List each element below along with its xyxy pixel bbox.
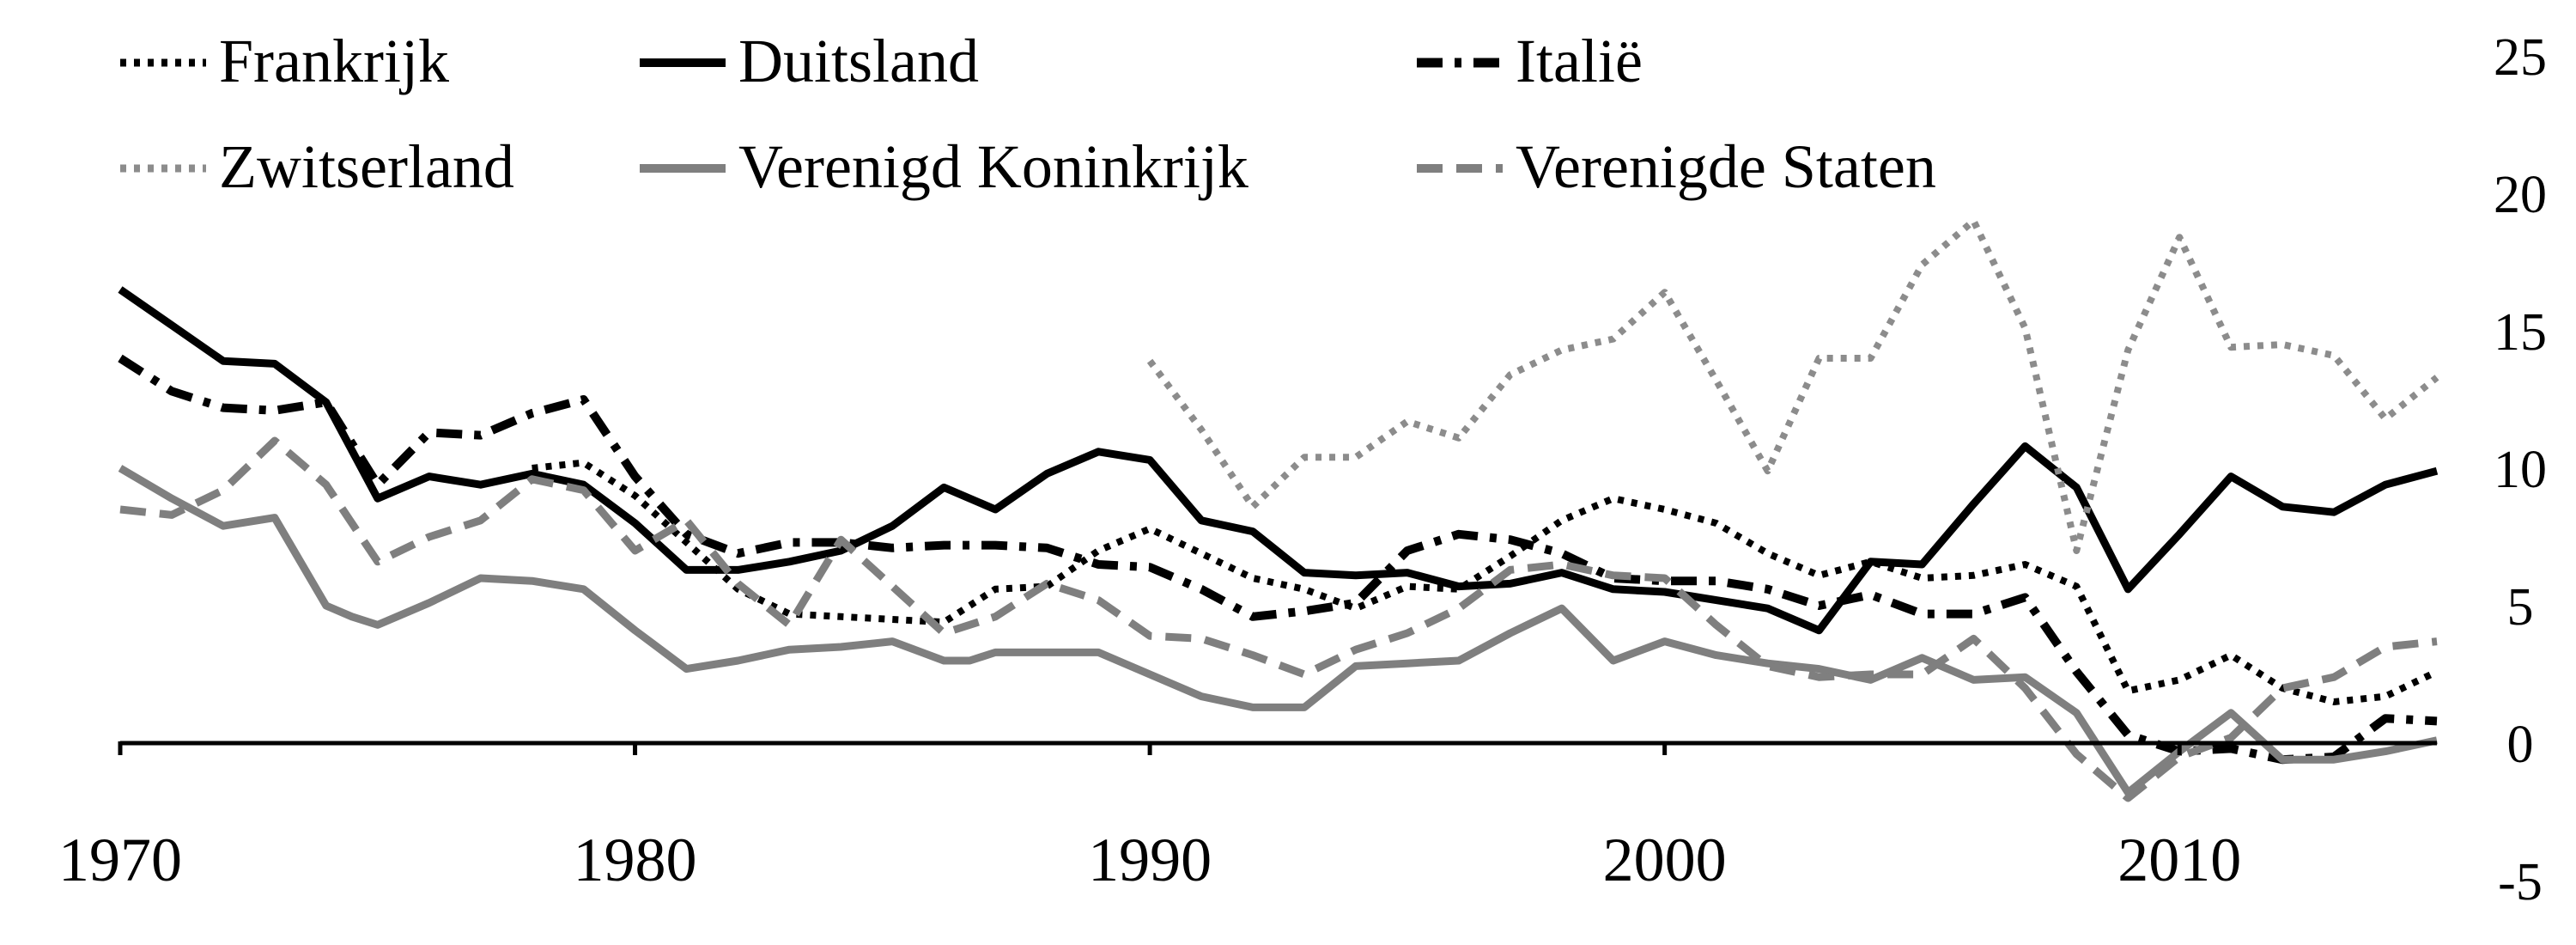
legend-item-verenigd-koninkrijk: Verenigd Koninkrijk (640, 132, 1249, 201)
series-line-verenigde-staten (119, 436, 2438, 802)
legend-item-italie: Italië (1417, 27, 1643, 95)
series-layer (118, 217, 2439, 802)
x-tick-label: 1990 (1088, 826, 1212, 894)
legend-label: Verenigde Staten (1516, 132, 1936, 201)
legend-label: Italië (1516, 27, 1643, 95)
series-line-frankrijk (532, 459, 2439, 705)
y-tick-label: 0 (2507, 716, 2534, 774)
y-tick-label: 20 (2494, 166, 2547, 224)
legend-label: Duitsland (738, 27, 979, 95)
series-line-zwitserland (1146, 217, 2439, 554)
x-tick-label: 1970 (58, 826, 182, 894)
legend-item-zwitserland: Zwitserland (120, 132, 514, 201)
legend: Frankrijk Duitsland Italië Zwitserland Veren… (120, 27, 1936, 201)
x-tick-label: 2000 (1603, 826, 1727, 894)
legend-label: Frankrijk (219, 27, 449, 95)
legend-label: Verenigd Koninkrijk (738, 132, 1249, 201)
y-tick-label: 15 (2494, 303, 2547, 362)
series-line-duitsland (118, 286, 2439, 635)
x-tick-label: 1980 (574, 826, 697, 894)
y-tick-label: 10 (2494, 441, 2547, 499)
series-line-italie (118, 354, 2438, 765)
y-tick-label: -5 (2498, 853, 2543, 911)
y-tick-label: 25 (2494, 28, 2547, 87)
legend-label: Zwitserland (219, 132, 514, 201)
series-line-verenigd-koninkrijk (118, 465, 2438, 797)
x-axis: 1970 1980 1990 2000 2010 (58, 741, 2437, 894)
legend-item-verenigde-staten: Verenigde Staten (1417, 132, 1936, 201)
legend-item-duitsland: Duitsland (640, 27, 979, 95)
y-axis: 25 20 15 10 5 0 -5 (2494, 28, 2547, 911)
y-tick-label: 5 (2507, 578, 2534, 637)
x-tick-label: 2010 (2117, 826, 2241, 894)
legend-item-frankrijk: Frankrijk (120, 27, 449, 95)
